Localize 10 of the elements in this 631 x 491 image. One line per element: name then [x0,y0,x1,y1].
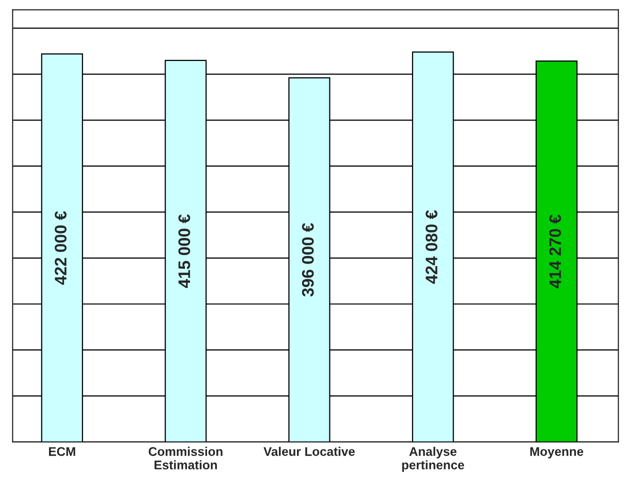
data-label: 422 000 € [54,211,67,285]
x-tick-label: ECM [49,447,76,456]
data-label: 424 080 € [426,210,438,284]
x-tick-label: Analyse pertinence [402,446,464,472]
data-label: 396 000 € [302,223,314,297]
data-label: 414 270 € [549,214,562,288]
x-tick-label: Valeur Locative [264,446,355,456]
data-label: 415 000 € [178,214,190,288]
x-tick-label: Moyenne [530,447,584,458]
x-tick-label: Commission Estimation [148,446,222,470]
